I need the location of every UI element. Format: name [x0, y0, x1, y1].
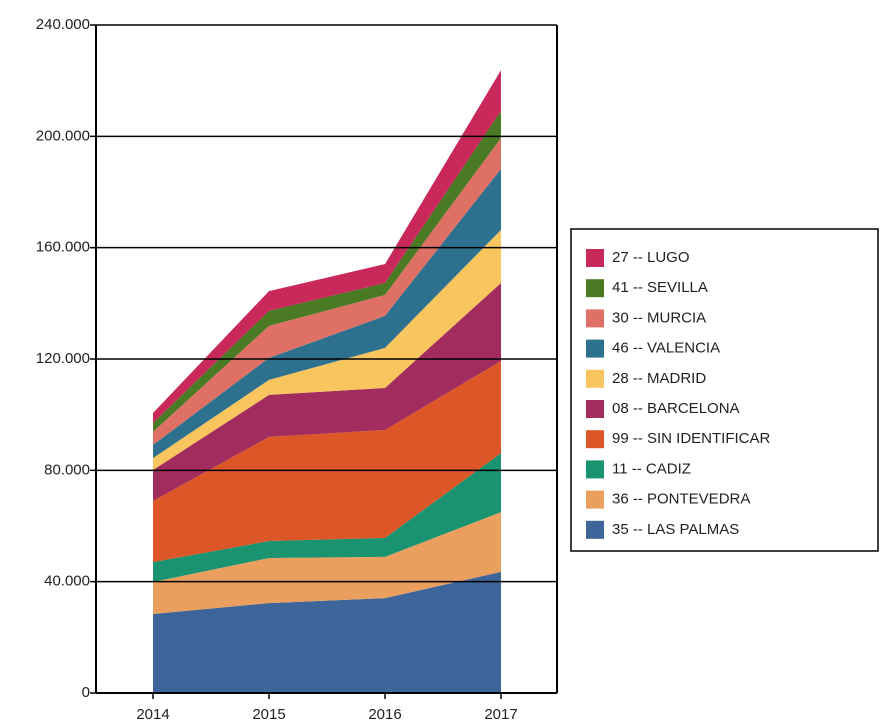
legend-label: 46 -- VALENCIA: [612, 340, 720, 357]
legend-label: 41 -- SEVILLA: [612, 279, 708, 296]
legend-swatch: [586, 279, 604, 298]
y-tick-label: 40.000: [44, 573, 90, 590]
legend-label: 08 -- BARCELONA: [612, 400, 740, 417]
area: [153, 571, 501, 693]
area: [153, 512, 501, 614]
area: [153, 168, 501, 459]
x-tick-label: 2017: [484, 706, 517, 723]
legend-box: [570, 228, 879, 552]
area: [153, 111, 501, 432]
x-tick-label: 2015: [252, 706, 285, 723]
y-tick-label: 160.000: [36, 239, 90, 256]
legend-swatch: [586, 400, 604, 418]
legend-label: 30 -- MURCIA: [612, 309, 706, 326]
legend-swatch: [586, 520, 604, 539]
area: [153, 453, 501, 582]
area: [153, 283, 501, 501]
legend-swatch: [586, 490, 604, 509]
legend-swatch: [586, 369, 604, 388]
legend-label: 36 -- PONTEVEDRA: [612, 491, 750, 508]
y-tick-label: 0: [82, 684, 90, 701]
legend-label: 27 -- LUGO: [612, 249, 690, 266]
legend-label: 28 -- MADRID: [612, 370, 706, 387]
legend-swatch: [586, 460, 604, 479]
y-tick-label: 80.000: [44, 461, 90, 478]
y-tick-label: 240.000: [36, 16, 90, 33]
x-tick-label: 2014: [136, 706, 169, 723]
legend-swatch: [586, 339, 604, 358]
legend-label: 11 -- CADIZ: [612, 460, 691, 477]
y-tick-label: 120.000: [36, 350, 90, 367]
area: [153, 360, 501, 563]
legend-label: 99 -- SIN IDENTIFICAR: [612, 430, 771, 447]
legend-swatch: [586, 249, 604, 267]
legend-swatch: [586, 309, 604, 328]
legend-swatch: [586, 430, 604, 449]
y-tick-label: 200.000: [36, 127, 90, 144]
area: [153, 70, 501, 424]
x-tick-label: 2016: [368, 706, 401, 723]
area: [153, 229, 501, 471]
area: [153, 138, 501, 446]
legend-label: 35 -- LAS PALMAS: [612, 521, 739, 538]
